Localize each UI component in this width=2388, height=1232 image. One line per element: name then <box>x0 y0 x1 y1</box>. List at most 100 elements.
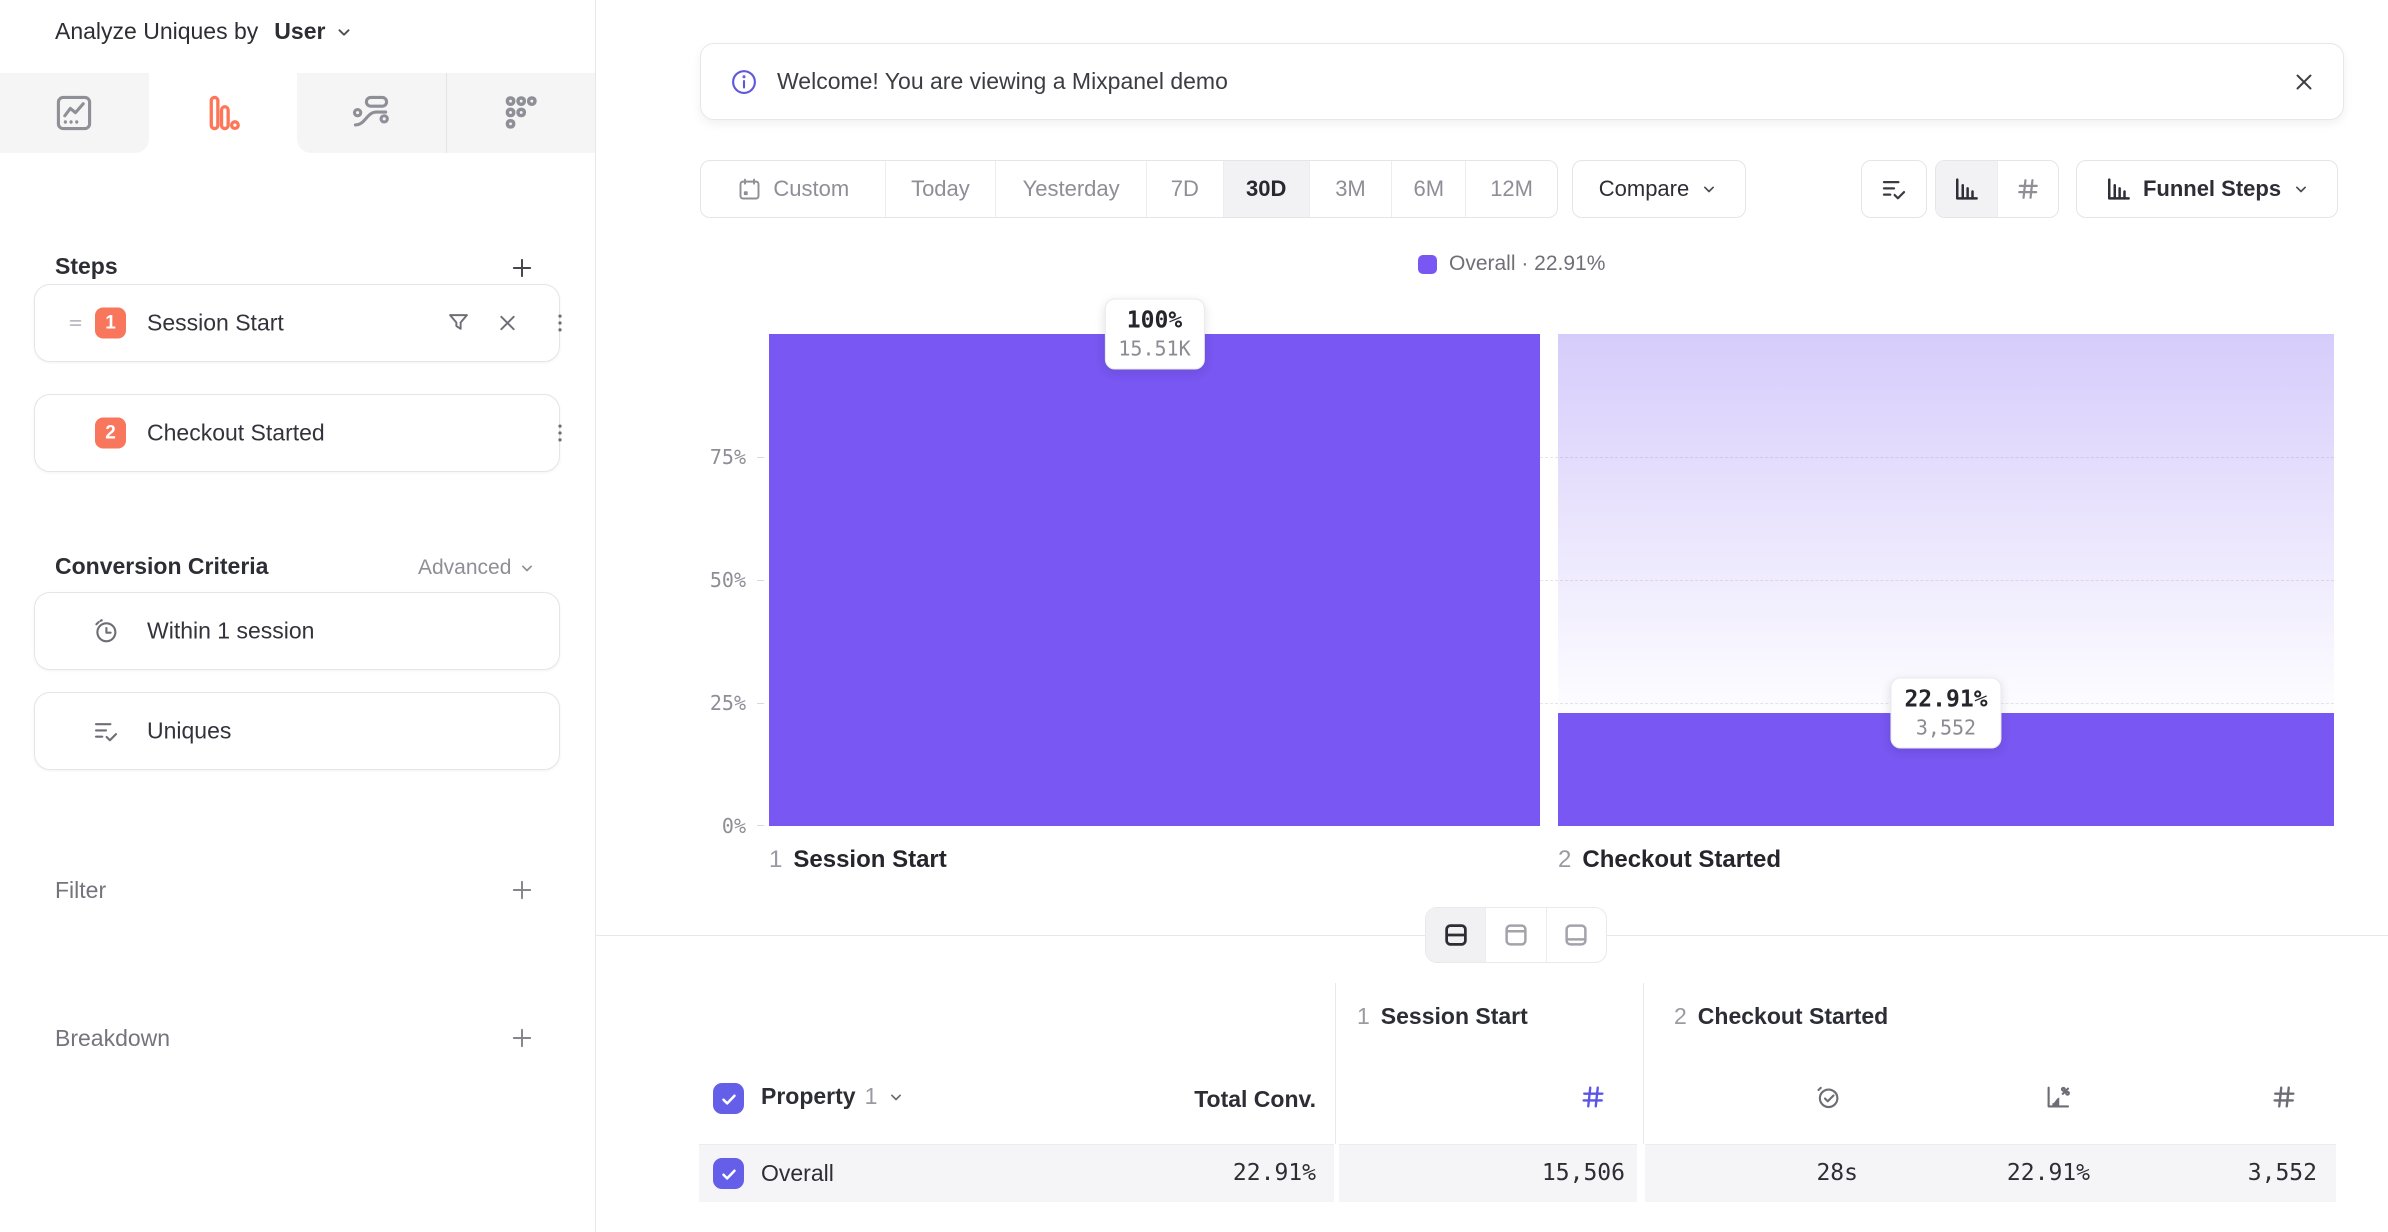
range-label: 3M <box>1335 176 1366 201</box>
y-tick-label: 50% <box>709 568 746 592</box>
range-yesterday[interactable]: Yesterday <box>995 161 1146 217</box>
legend-label: Overall · 22.91% <box>1449 252 1606 275</box>
range-label: 7D <box>1170 176 1199 201</box>
range-label: Custom <box>773 176 850 201</box>
range-label: 6M <box>1413 176 1445 201</box>
date-range-control: Custom Today Yesterday 7D 30D 3M 6M 12M <box>700 160 1558 218</box>
y-tickmark <box>757 457 764 458</box>
group-number: 2 <box>1674 1003 1687 1029</box>
range-label: 30D <box>1245 176 1287 201</box>
advanced-label: Advanced <box>418 556 512 579</box>
clock-icon <box>91 616 121 646</box>
range-3m[interactable]: 3M <box>1308 161 1392 217</box>
step-card-1[interactable]: 1 Session Start <box>34 284 562 362</box>
y-tick-label: 0% <box>721 814 746 838</box>
y-tick-label: 25% <box>709 691 746 715</box>
chart-view-label: Funnel Steps <box>2142 176 2282 201</box>
property-index: 1 <box>864 1083 878 1109</box>
step-card-2[interactable]: 2 Checkout Started <box>34 394 562 472</box>
tab-funnels[interactable] <box>148 73 297 153</box>
step2-count-value: 3,552 <box>2247 1160 2317 1186</box>
range-label: Today <box>911 176 970 201</box>
tooltip-percent: 22.91% <box>1904 686 1988 713</box>
add-filter-button[interactable] <box>508 876 536 904</box>
avg-time-value: 28s <box>1816 1160 1858 1186</box>
table-group-header-2: 2 Checkout Started <box>1674 1003 1888 1030</box>
sidebar: Analyze Uniques by User <box>0 0 596 1232</box>
number-view-option[interactable] <box>1996 161 2058 217</box>
remove-step-icon[interactable] <box>494 310 521 337</box>
row-checkbox[interactable] <box>713 1158 744 1189</box>
range-12m[interactable]: 12M <box>1465 161 1557 217</box>
demo-banner: Welcome! You are viewing a Mixpanel demo <box>700 43 2344 120</box>
y-tick-label: 75% <box>709 445 746 469</box>
chevron-down-icon <box>886 1087 906 1107</box>
property-dropdown[interactable]: Property 1 <box>761 1083 906 1110</box>
chevron-down-icon <box>517 558 537 578</box>
advanced-dropdown[interactable]: Advanced <box>418 556 537 580</box>
funnel-column-1: 100% 15.51K <box>769 298 1540 826</box>
counting-method-card[interactable]: Uniques <box>34 692 560 770</box>
layout-split-option[interactable] <box>1426 908 1486 962</box>
chevron-down-icon[interactable] <box>333 21 355 43</box>
table-row[interactable] <box>699 1144 1334 1202</box>
table-row[interactable] <box>1645 1144 2336 1202</box>
chart-view-dropdown[interactable]: Funnel Steps <box>2076 160 2338 218</box>
avg-time-column-icon[interactable] <box>1813 1082 1843 1112</box>
percent-view-option[interactable] <box>1936 161 1997 217</box>
funnel-bar-1[interactable] <box>769 334 1540 826</box>
conv-rate-column-icon[interactable] <box>2043 1082 2073 1112</box>
group-label: Checkout Started <box>1697 1003 1889 1029</box>
tab-flows[interactable] <box>297 73 446 153</box>
step-name: Checkout Started <box>1582 846 1782 873</box>
range-6m[interactable]: 6M <box>1391 161 1465 217</box>
bar-tooltip-1: 100% 15.51K <box>1104 298 1205 370</box>
calendar-icon <box>736 176 763 203</box>
filter-funnel-icon[interactable] <box>445 310 472 337</box>
range-label: 12M <box>1490 176 1533 201</box>
add-breakdown-button[interactable] <box>508 1024 536 1052</box>
step-title[interactable]: Checkout Started <box>147 419 325 446</box>
total-conv-value: 22.91% <box>1232 1160 1316 1186</box>
bar-chart-icon <box>2103 174 2133 204</box>
count-column-icon[interactable] <box>2269 1082 2299 1112</box>
chevron-down-icon <box>1699 179 1719 199</box>
step-number: 2 <box>1558 846 1572 873</box>
metric-list-button[interactable] <box>1861 160 1927 218</box>
step-title[interactable]: Session Start <box>147 309 284 336</box>
y-tickmark <box>757 703 764 704</box>
range-today[interactable]: Today <box>884 161 996 217</box>
layout-table-option[interactable] <box>1545 908 1606 962</box>
drag-handle-icon[interactable] <box>67 315 84 332</box>
select-all-checkbox[interactable] <box>713 1083 744 1114</box>
tab-insights[interactable] <box>0 73 149 153</box>
range-7d[interactable]: 7D <box>1145 161 1223 217</box>
row-label: Overall <box>761 1160 834 1186</box>
total-conv-header[interactable]: Total Conv. <box>1194 1086 1316 1112</box>
compare-button[interactable]: Compare <box>1572 160 1746 218</box>
range-30d[interactable]: 30D <box>1222 161 1309 217</box>
kebab-menu-icon[interactable] <box>547 310 573 336</box>
list-check-icon <box>1879 174 1909 204</box>
insights-icon <box>52 91 96 135</box>
conversion-window-card[interactable]: Within 1 session <box>34 592 560 670</box>
funnel-chart: 100% 15.51K 22.91% 3,552 <box>757 298 2334 826</box>
close-icon[interactable] <box>2291 69 2317 95</box>
range-label: Yesterday <box>1022 176 1120 201</box>
tab-retention[interactable] <box>445 73 595 153</box>
analyze-by-value-dropdown[interactable]: User <box>274 18 326 44</box>
range-custom[interactable]: Custom <box>701 161 885 217</box>
count-column-icon[interactable] <box>1578 1082 1608 1112</box>
property-label: Property <box>761 1083 856 1109</box>
compare-label: Compare <box>1598 176 1690 201</box>
table-group-header-1: 1 Session Start <box>1357 1003 1528 1030</box>
chart-legend[interactable]: Overall · 22.91% <box>1418 252 1605 276</box>
bar-tooltip-2: 22.91% 3,552 <box>1890 677 2002 749</box>
tooltip-count: 15.51K <box>1118 336 1191 361</box>
layout-chart-option[interactable] <box>1485 908 1545 962</box>
conversion-criteria-heading: Conversion Criteria <box>55 553 269 579</box>
table-row[interactable] <box>1339 1144 1637 1202</box>
add-step-button[interactable] <box>508 254 536 282</box>
kebab-menu-icon[interactable] <box>547 420 573 446</box>
